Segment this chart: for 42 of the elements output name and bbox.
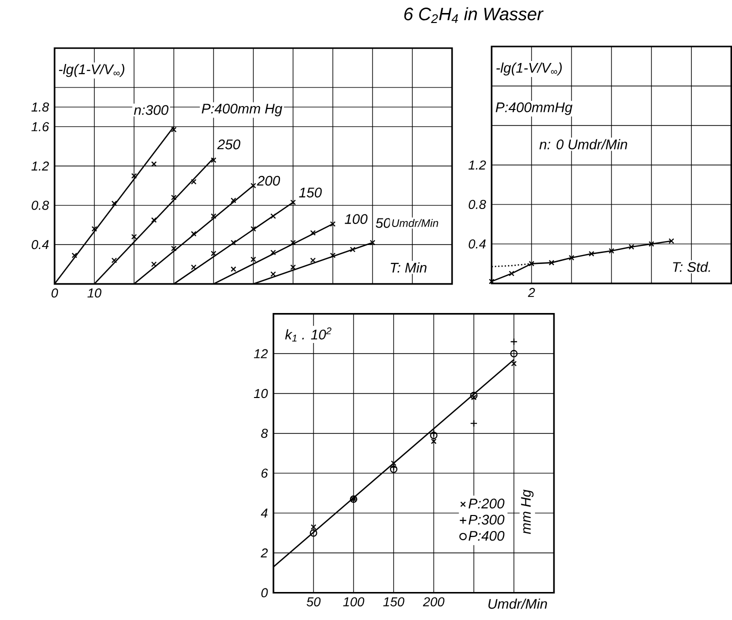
annotation: Umdr/Min	[392, 219, 438, 228]
annotation: P:400mm Hg	[202, 104, 282, 116]
series-label: n:300	[134, 105, 168, 116]
y-tick-label: 0.4	[32, 240, 49, 250]
y-tick-label: 10	[254, 389, 268, 398]
x-axis-title: Umdr/Min	[488, 598, 547, 609]
y-tick-label: 0.8	[468, 200, 486, 210]
y-tick-label: 1.2	[31, 162, 49, 171]
x-tick-label: 150	[383, 597, 404, 607]
y-axis-title: -lg(1-V/V$_{∞}$)	[496, 62, 562, 76]
y-tick-label: 4	[260, 508, 268, 518]
y-axis-title: k$_{1}$ . 10$^{2}$	[285, 328, 332, 342]
y-tick-label: 2	[260, 548, 268, 558]
series-label: 200	[256, 176, 280, 186]
x-tick-label: 10	[87, 288, 102, 298]
y-tick-label: 1.8	[31, 102, 49, 112]
y-tick-label: 8	[261, 428, 268, 438]
y-tick-label: 12	[254, 349, 268, 358]
x-tick-label: 50	[306, 597, 321, 607]
x-axis-title: T: Std.	[673, 262, 710, 272]
y-axis-title: -lg(1-V/V$_{∞}$)	[58, 64, 124, 78]
x-tick-label: 200	[422, 597, 444, 607]
annotation: P:400mmHg	[496, 102, 572, 116]
chart-title: 6 C$_{2}$H$_{4}$ in Wasser	[404, 7, 544, 24]
legend-label: P:300	[468, 514, 504, 525]
y-tick-label: 1.6	[31, 122, 50, 132]
y-tick-label: 0	[261, 588, 268, 598]
x-tick-label: 2	[528, 288, 535, 298]
y-tick-label: 0.8	[32, 200, 49, 210]
legend-label: P:400	[468, 531, 504, 541]
annotation: n: 0 Umdr/Min	[539, 139, 628, 150]
x-axis-title: T: Min	[390, 262, 426, 273]
y-tick-label: 1.2	[468, 160, 486, 170]
series-label: 250	[217, 140, 240, 150]
x-tick-label: 100	[343, 597, 364, 607]
series-label: 150	[299, 188, 322, 198]
y-tick-label: 0.4	[468, 240, 486, 249]
x-tick-label: 0	[52, 288, 58, 298]
legend-title: mm Hg	[521, 490, 534, 534]
legend-label: P:200	[468, 498, 504, 509]
series-label: 100	[344, 214, 368, 224]
y-tick-label: 6	[262, 468, 268, 478]
